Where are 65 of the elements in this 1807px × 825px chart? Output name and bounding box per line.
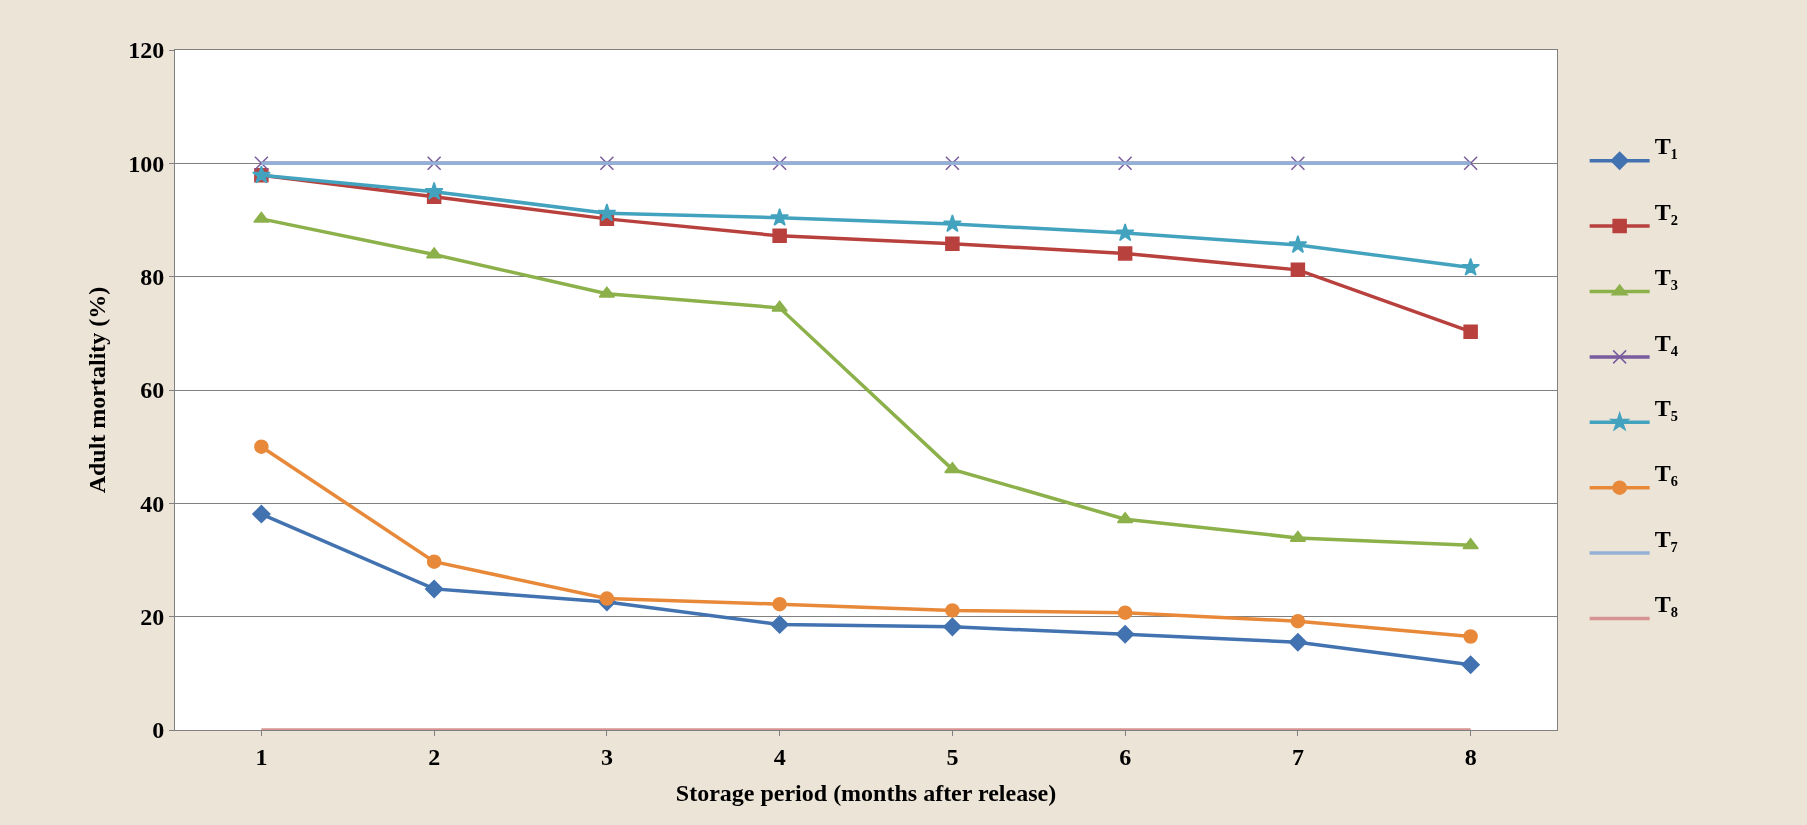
point xyxy=(426,554,442,569)
y-axis-title: Adult mortality (%) xyxy=(84,286,111,494)
point xyxy=(424,181,444,200)
point xyxy=(599,156,615,171)
legend-label: T₂ xyxy=(1654,198,1678,225)
point xyxy=(945,156,960,171)
point xyxy=(252,504,271,524)
point xyxy=(1290,156,1306,171)
x-tick-label: 1 xyxy=(255,743,268,770)
x-tick-label: 2 xyxy=(428,743,441,770)
point xyxy=(254,439,269,454)
y-tick-label: 100 xyxy=(128,150,165,177)
point xyxy=(1288,632,1308,652)
y-tick-label: 20 xyxy=(140,604,165,631)
point xyxy=(770,615,789,634)
x-tick-label: 8 xyxy=(1464,743,1477,770)
point xyxy=(944,462,961,474)
legend-label: T₁ xyxy=(1654,133,1678,160)
x-axis-title: Storage period (months after release) xyxy=(675,780,1057,807)
point xyxy=(943,617,962,637)
point xyxy=(1461,655,1480,675)
point xyxy=(770,207,790,226)
point xyxy=(1461,257,1481,276)
point xyxy=(1463,324,1478,339)
legend-label: T₅ xyxy=(1654,395,1678,422)
y-tick-label: 60 xyxy=(140,377,165,404)
x-tick-label: 7 xyxy=(1291,743,1304,770)
legend-label: T₆ xyxy=(1654,460,1678,487)
x-tick-label: 5 xyxy=(946,743,959,770)
legend-label: T₈ xyxy=(1654,591,1678,618)
point xyxy=(426,156,442,171)
point xyxy=(1463,156,1478,171)
point xyxy=(254,156,269,171)
point xyxy=(597,203,617,222)
point xyxy=(253,211,270,223)
point xyxy=(772,156,787,171)
point xyxy=(771,300,788,312)
point xyxy=(945,236,960,252)
point xyxy=(1117,156,1133,171)
legend-label: T₃ xyxy=(1654,264,1678,291)
point xyxy=(599,591,615,606)
point xyxy=(1290,262,1306,278)
point xyxy=(772,228,787,244)
point xyxy=(772,596,787,612)
x-tick-label: 6 xyxy=(1119,743,1132,770)
point xyxy=(1463,629,1478,644)
legend-label: T₇ xyxy=(1654,525,1678,552)
point xyxy=(942,214,962,233)
legend-label: T₄ xyxy=(1654,329,1678,356)
y-tick-label: 120 xyxy=(128,37,165,64)
point xyxy=(945,603,960,618)
point xyxy=(1116,511,1134,524)
point xyxy=(1288,235,1308,254)
y-tick-label: 40 xyxy=(140,490,165,517)
point xyxy=(1117,605,1133,620)
point xyxy=(1117,246,1133,261)
y-tick-label: 80 xyxy=(140,264,165,291)
point xyxy=(1290,613,1306,629)
x-tick-label: 3 xyxy=(600,743,613,770)
x-tick-label: 4 xyxy=(773,743,786,770)
point xyxy=(424,579,444,599)
point xyxy=(1115,625,1135,644)
point xyxy=(1115,223,1135,242)
point xyxy=(1462,538,1479,550)
y-tick-label: 0 xyxy=(152,717,165,744)
